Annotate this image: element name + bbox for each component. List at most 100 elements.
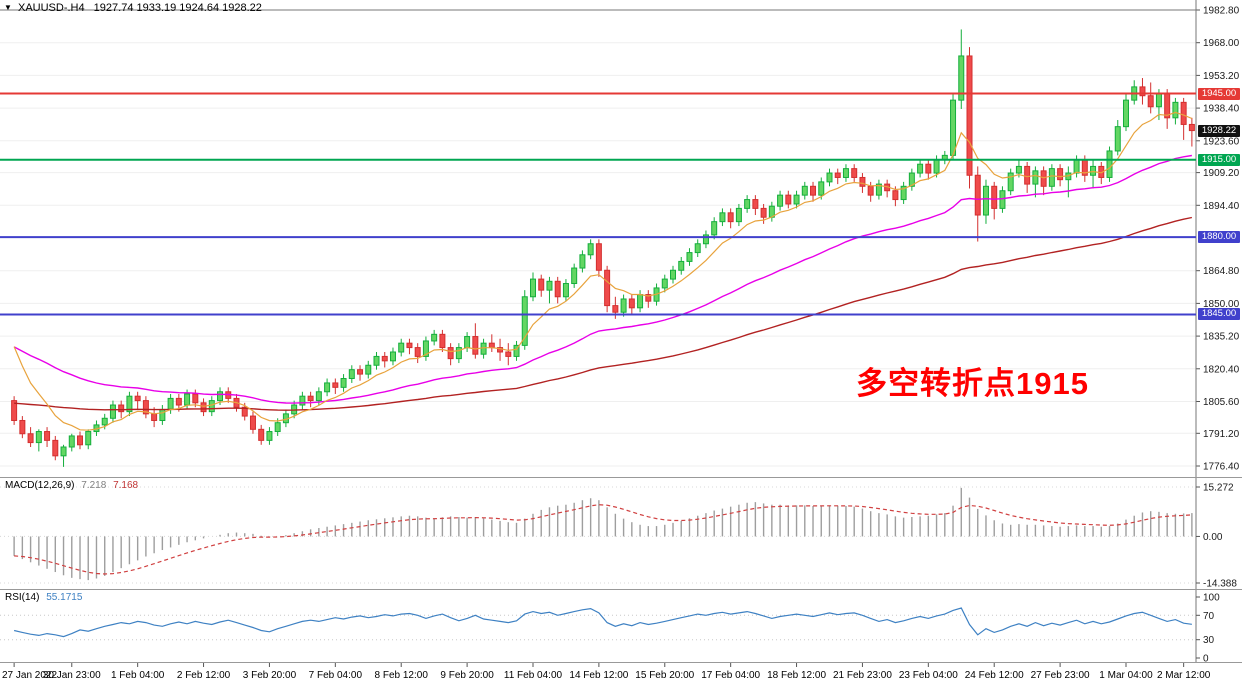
time-axis-label: 11 Feb 04:00 <box>504 670 563 681</box>
macd-main-value: 7.218 <box>81 480 107 491</box>
candle-body <box>414 347 421 357</box>
candle-body <box>340 378 347 388</box>
time-axis-label: 9 Feb 20:00 <box>440 670 494 681</box>
ma-fast-line <box>13 111 1193 431</box>
candle-body <box>834 172 841 178</box>
candle-body <box>324 382 331 393</box>
candle-body <box>184 393 191 406</box>
price-axis-label: 1982.80 <box>1203 6 1240 17</box>
candle-body <box>35 431 42 444</box>
time-axis-label: 27 Feb 23:00 <box>1031 670 1090 681</box>
candle-body <box>348 369 355 380</box>
candle-body <box>488 342 495 349</box>
time-axis-label: 18 Feb 12:00 <box>767 670 826 681</box>
rsi-axis-label: 100 <box>1203 593 1220 604</box>
candle-body <box>571 267 578 285</box>
time-axis-label: 8 Feb 12:00 <box>375 670 429 681</box>
candle-body <box>752 199 759 209</box>
rsi-value: 55.1715 <box>46 592 83 603</box>
candle-body <box>842 168 849 178</box>
candle-body <box>645 294 652 302</box>
candle-body <box>628 298 635 309</box>
time-axis-label: 23 Feb 04:00 <box>899 670 958 681</box>
candle-body <box>299 395 306 406</box>
time-axis-label: 30 Jan 23:00 <box>43 670 101 681</box>
candle-body <box>307 395 314 402</box>
candle-body <box>521 296 528 346</box>
rsi-name: RSI(14) <box>5 592 40 603</box>
candle-body <box>266 431 273 441</box>
candle-body <box>727 212 734 223</box>
price-axis-label: 1953.20 <box>1203 71 1240 82</box>
macd-signal-value: 7.168 <box>113 480 139 491</box>
candle-body <box>44 431 51 441</box>
price-axis-label: 1909.20 <box>1203 168 1240 179</box>
candle-body <box>587 243 594 256</box>
time-axis-label: 3 Feb 20:00 <box>243 670 297 681</box>
candle-body <box>365 364 372 375</box>
candle-body <box>562 283 569 298</box>
candle-body <box>68 435 75 448</box>
candle-body <box>373 355 380 366</box>
candle-body <box>1147 95 1154 108</box>
price-axis-label: 1805.60 <box>1203 397 1240 408</box>
candle-body <box>529 278 536 298</box>
candle-body <box>925 163 932 174</box>
candle-body <box>735 207 742 223</box>
candle-body <box>851 168 858 178</box>
candle-body <box>126 395 133 413</box>
candle-body <box>241 406 248 417</box>
current-price-badge: 1928.22 <box>1198 124 1240 137</box>
candle-body <box>958 55 965 101</box>
candle-body <box>208 400 215 413</box>
time-axis-label: 2 Feb 12:00 <box>177 670 231 681</box>
price-axis-label: 1923.60 <box>1203 136 1240 147</box>
candle-body <box>1172 101 1179 119</box>
price-axis-label: 1835.20 <box>1203 332 1240 343</box>
candle-body <box>917 163 924 174</box>
candle-body <box>167 397 174 410</box>
candle-body <box>200 402 207 413</box>
time-axis-label: 1 Mar 04:00 <box>1099 670 1153 681</box>
candle-body <box>1024 165 1031 185</box>
candle-body <box>27 433 34 444</box>
candle-body <box>793 194 800 205</box>
candle-body <box>908 172 915 187</box>
candle-body <box>579 254 586 269</box>
price-axis-label: 1776.40 <box>1203 462 1240 473</box>
candle-body <box>431 333 438 342</box>
candle-body <box>554 280 561 298</box>
candle-body <box>11 400 18 421</box>
candle-body <box>760 207 767 218</box>
candle-body <box>999 190 1006 209</box>
candle-body <box>464 336 471 349</box>
candle-body <box>447 347 454 360</box>
time-axis-label: 1 Feb 04:00 <box>111 670 165 681</box>
chinese-annotation-text: 多空转折点1915 <box>856 366 1089 401</box>
ma-medium-line <box>13 154 1192 404</box>
time-axis-label: 17 Feb 04:00 <box>701 670 760 681</box>
price-axis-label: 1850.00 <box>1203 299 1240 310</box>
candle-body <box>406 342 413 349</box>
candle-body <box>1155 93 1162 108</box>
time-axis-label: 24 Feb 12:00 <box>965 670 1024 681</box>
candle-body <box>134 395 141 402</box>
candle-body <box>118 404 125 413</box>
candle-body <box>1114 126 1121 152</box>
ohlc-values: 1927.74 1933.19 1924.64 1928.22 <box>93 2 262 14</box>
candle-body <box>85 431 92 446</box>
ma-slow-line <box>14 216 1193 411</box>
rsi-line <box>13 607 1192 638</box>
rsi-indicator-label: RSI(14) 55.1715 <box>5 592 82 603</box>
candle-body <box>950 99 957 156</box>
candle-body <box>1090 165 1097 176</box>
candle-body <box>694 243 701 254</box>
candle-body <box>719 212 726 223</box>
candle-body <box>678 260 685 271</box>
collapse-triangle-icon[interactable]: ▼ <box>4 3 12 12</box>
candle-body <box>439 333 446 349</box>
candle-body <box>875 183 882 196</box>
candle-body <box>637 294 644 309</box>
